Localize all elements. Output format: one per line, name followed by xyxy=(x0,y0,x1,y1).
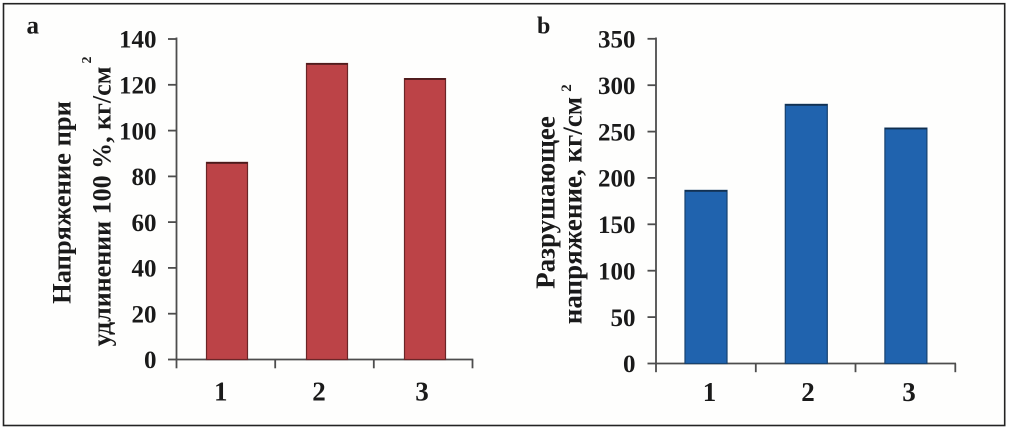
svg-text:2: 2 xyxy=(312,377,326,407)
svg-text:350: 350 xyxy=(598,27,636,54)
svg-text:a: a xyxy=(27,13,40,40)
svg-text:0: 0 xyxy=(623,351,636,378)
svg-text:2: 2 xyxy=(559,84,575,92)
svg-text:150: 150 xyxy=(598,212,636,239)
svg-text:2: 2 xyxy=(80,57,95,64)
svg-text:40: 40 xyxy=(132,256,157,283)
svg-text:0: 0 xyxy=(144,347,157,374)
svg-text:Разрушающее: Разрушающее xyxy=(531,116,561,289)
svg-text:2: 2 xyxy=(801,377,815,407)
svg-text:20: 20 xyxy=(132,301,157,328)
svg-text:1: 1 xyxy=(214,377,228,407)
svg-text:100: 100 xyxy=(119,118,157,145)
svg-text:3: 3 xyxy=(902,377,916,407)
svg-text:250: 250 xyxy=(598,119,636,146)
svg-text:b: b xyxy=(537,14,550,40)
svg-text:удлинении 100 %, кг/см: удлинении 100 %, кг/см xyxy=(88,67,117,347)
svg-text:60: 60 xyxy=(132,210,157,237)
svg-text:100: 100 xyxy=(598,258,636,285)
svg-text:3: 3 xyxy=(415,377,429,407)
svg-text:300: 300 xyxy=(598,73,636,100)
svg-text:50: 50 xyxy=(611,305,636,332)
svg-text:140: 140 xyxy=(119,27,157,54)
svg-text:200: 200 xyxy=(598,166,636,193)
svg-text:120: 120 xyxy=(119,73,157,100)
svg-text:1: 1 xyxy=(703,377,717,407)
svg-text:80: 80 xyxy=(132,164,157,191)
svg-text:Напряжение при: Напряжение при xyxy=(47,101,77,304)
svg-text:напряжение, кг/см: напряжение, кг/см xyxy=(558,97,588,324)
